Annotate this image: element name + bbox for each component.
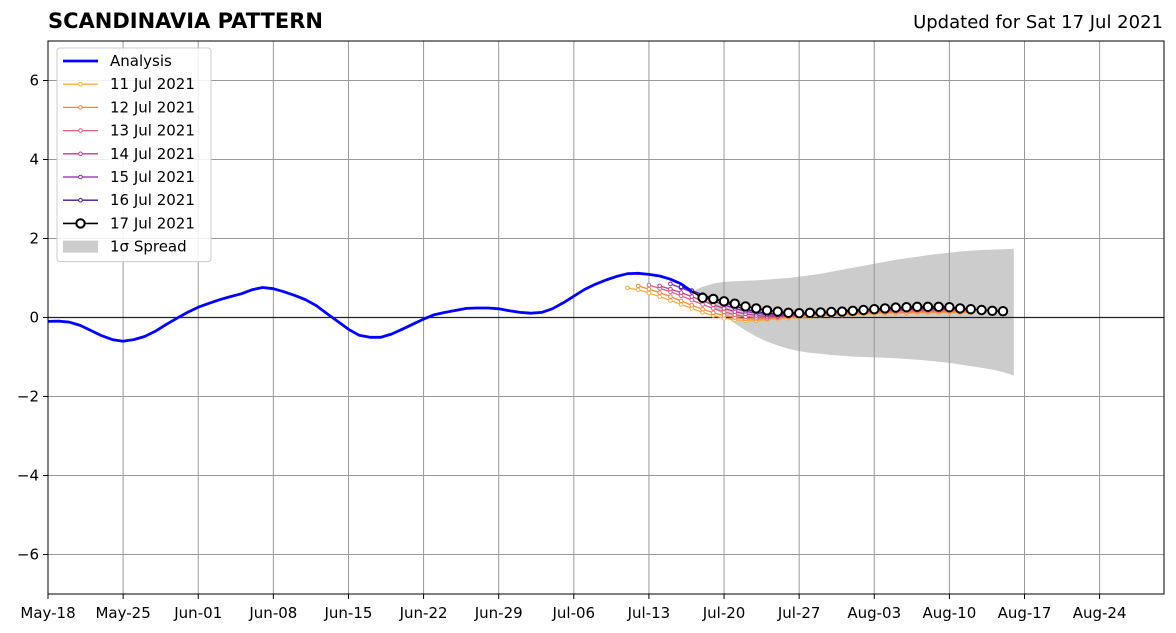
forecast-point [646, 282, 652, 288]
latest-forecast-point [761, 305, 773, 316]
latest-forecast-point [965, 304, 976, 315]
x-tick-label: May-18 [20, 604, 75, 622]
forecast-point [700, 302, 705, 307]
axes-layer: May-18 May-25 Jun-01 Jun-08 Jun-15 Jun-22 Jun-… [17, 40, 1165, 622]
latest-forecast-point [879, 303, 891, 314]
y-tick-label: −6 [17, 546, 39, 564]
forecast-point [711, 310, 716, 316]
legend-swatch-marker [78, 105, 83, 110]
legend-swatch-patch [63, 240, 98, 253]
forecast-point [668, 286, 673, 292]
forecast-point [668, 281, 673, 287]
x-tick-label: May-25 [95, 604, 150, 622]
chart-title: SCANDINAVIA PATTERN [48, 9, 323, 33]
latest-forecast-point [718, 296, 730, 307]
latest-forecast-point [783, 307, 794, 318]
x-tick-label: Jun-08 [248, 604, 297, 622]
forecast-point [635, 283, 641, 289]
latest-forecast-point [901, 302, 912, 313]
legend-swatch-marker [78, 151, 83, 157]
x-tick-label: Aug-03 [847, 604, 901, 622]
latest-forecast-point [987, 305, 998, 316]
legend-label: 15 Jul 2021 [110, 168, 195, 186]
latest-forecast-point [922, 301, 934, 312]
forecast-point [721, 309, 727, 315]
grid-layer [47, 41, 1164, 594]
latest-forecast-point [944, 302, 955, 313]
x-tick-label: Aug-10 [922, 604, 976, 622]
x-tick-label: Jun-15 [323, 604, 372, 622]
forecast-point [657, 283, 663, 289]
legend: Analysis 11 Jul 2021 12 Jul 2021 13 Jul 202… [56, 47, 212, 263]
latest-forecast-point [912, 301, 923, 312]
latest-forecast-point [869, 304, 880, 315]
latest-forecast-point [933, 301, 944, 312]
latest-forecast-point [997, 306, 1009, 317]
legend-label: 14 Jul 2021 [110, 145, 195, 163]
latest-forecast-point [954, 303, 966, 314]
forecast-point [678, 298, 684, 304]
legend-swatch-marker [78, 128, 83, 133]
latest-forecast-point [890, 302, 901, 313]
forecast-point [700, 306, 705, 312]
forecast-point [646, 290, 652, 296]
latest-forecast-point [729, 298, 740, 309]
forecast-point [668, 294, 673, 299]
forecast-point [657, 290, 663, 295]
x-tick-label: Jun-01 [173, 604, 222, 622]
latest-forecast-point [804, 307, 816, 318]
legend-label: 12 Jul 2021 [110, 98, 195, 116]
x-tick-label: Jun-22 [399, 604, 448, 622]
latest-forecast-point [740, 301, 751, 312]
forecast-point [678, 302, 684, 307]
latest-forecast-point [751, 303, 762, 314]
x-tick-label: Aug-17 [998, 604, 1052, 622]
legend-swatch-marker [78, 174, 83, 180]
forecast-point [625, 285, 630, 291]
x-tick-label: Jul-20 [702, 604, 746, 622]
forecast-point [678, 290, 684, 295]
latest-forecast-point [815, 307, 826, 318]
y-tick-label: −4 [17, 467, 39, 485]
y-tick-label: 2 [29, 230, 39, 248]
forecast-point [668, 298, 673, 303]
x-tick-label: Jul-06 [552, 604, 596, 622]
latest-forecast-point [697, 292, 708, 303]
latest-forecast-point [708, 293, 719, 305]
latest-forecast-point [826, 306, 837, 318]
y-tick-label: 4 [29, 151, 39, 169]
x-tick-label: Jul-27 [777, 604, 821, 622]
legend-label: Analysis [110, 52, 172, 70]
latest-forecast-point [836, 306, 848, 317]
latest-forecast-point [858, 304, 869, 316]
series-layer [47, 271, 1009, 343]
latest-forecast-point [772, 306, 783, 317]
legend-label: 11 Jul 2021 [110, 75, 195, 93]
chart-subtitle: Updated for Sat 17 Jul 2021 [913, 12, 1163, 33]
legend-label: 13 Jul 2021 [110, 122, 195, 140]
x-tick-label: Jul-13 [627, 604, 671, 622]
x-tick-label: Aug-24 [1073, 604, 1127, 622]
latest-forecast-point [794, 308, 805, 319]
forecast-point [657, 294, 663, 299]
x-tick-label: Jun-29 [474, 604, 523, 622]
latest-forecast-point [847, 305, 858, 316]
analysis-line [47, 271, 693, 343]
latest-forecast-point [976, 304, 987, 316]
forecast-point [635, 287, 641, 293]
y-tick-label: 0 [29, 309, 39, 327]
legend-label: 17 Jul 2021 [110, 214, 195, 232]
legend-label: 1σ Spread [110, 238, 187, 256]
forecast-point [689, 303, 695, 308]
y-tick-label: −2 [17, 388, 39, 406]
y-tick-label: 6 [29, 72, 39, 90]
legend-swatch-marker [78, 81, 83, 87]
legend-label: 16 Jul 2021 [110, 191, 195, 209]
forecast-point [646, 286, 652, 292]
forecast-point [689, 294, 695, 299]
legend-box [56, 47, 212, 263]
legend-swatch-marker [78, 197, 83, 203]
legend-swatch-marker [75, 218, 86, 229]
